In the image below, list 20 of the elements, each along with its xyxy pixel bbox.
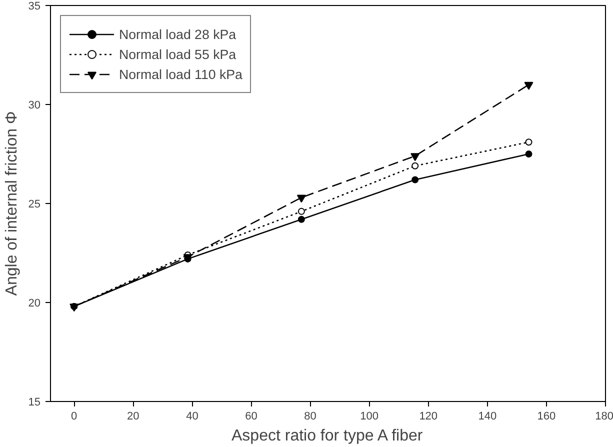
- legend-label: Normal load 28 kPa: [119, 26, 236, 42]
- x-axis-title: Aspect ratio for type A fiber: [232, 428, 424, 444]
- legend-label: Normal load 110 kPa: [119, 66, 242, 82]
- y-tick-label: 15: [28, 396, 41, 408]
- x-tick-label: 0: [71, 410, 78, 422]
- x-tick-label: 140: [478, 410, 497, 422]
- legend-label: Normal load 55 kPa: [119, 46, 236, 62]
- x-tick-label: 160: [537, 410, 556, 422]
- x-tick-label: 20: [127, 410, 140, 422]
- x-tick-label: 40: [186, 410, 198, 422]
- y-tick-label: 30: [28, 100, 41, 112]
- x-tick-label: 80: [304, 410, 316, 422]
- x-tick-label: 100: [360, 410, 379, 422]
- y-axis-title: Angle of internal friction Φ: [3, 111, 20, 296]
- y-tick-label: 25: [28, 198, 41, 210]
- x-tick-label: 120: [419, 410, 438, 422]
- x-tick-label: 180: [595, 410, 613, 422]
- y-tick-label: 20: [28, 298, 41, 310]
- y-tick-label: 35: [28, 0, 41, 12]
- x-tick-label: 60: [245, 410, 258, 422]
